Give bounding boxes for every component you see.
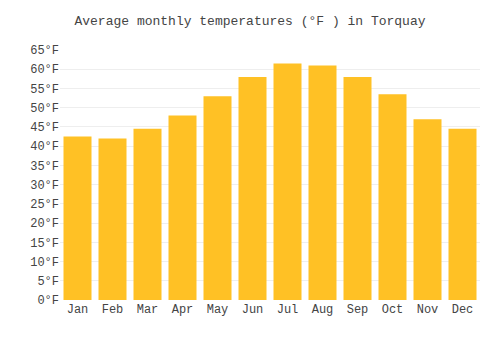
svg-text:May: May xyxy=(207,303,229,317)
svg-text:60°F: 60°F xyxy=(30,63,59,77)
svg-text:40°F: 40°F xyxy=(30,140,59,154)
svg-text:Average monthly temperatures (: Average monthly temperatures (°F ) in To… xyxy=(74,14,425,29)
svg-text:25°F: 25°F xyxy=(30,198,59,212)
svg-text:Mar: Mar xyxy=(137,303,159,317)
svg-text:Aug: Aug xyxy=(312,303,334,317)
svg-text:65°F: 65°F xyxy=(30,44,59,58)
svg-text:5°F: 5°F xyxy=(37,275,59,289)
svg-text:0°F: 0°F xyxy=(37,294,59,308)
svg-text:Jul: Jul xyxy=(277,303,299,317)
svg-text:30°F: 30°F xyxy=(30,179,59,193)
svg-text:Dec: Dec xyxy=(452,303,474,317)
svg-text:Sep: Sep xyxy=(347,303,369,317)
svg-text:45°F: 45°F xyxy=(30,121,59,135)
svg-text:Jan: Jan xyxy=(67,303,89,317)
svg-text:Jun: Jun xyxy=(242,303,264,317)
svg-text:Oct: Oct xyxy=(382,303,404,317)
svg-text:20°F: 20°F xyxy=(30,217,59,231)
svg-text:15°F: 15°F xyxy=(30,237,59,251)
svg-text:35°F: 35°F xyxy=(30,160,59,174)
svg-text:10°F: 10°F xyxy=(30,256,59,270)
svg-text:Feb: Feb xyxy=(102,303,124,317)
svg-text:Apr: Apr xyxy=(172,303,194,317)
svg-text:50°F: 50°F xyxy=(30,102,59,116)
svg-text:Nov: Nov xyxy=(417,303,439,317)
svg-text:55°F: 55°F xyxy=(30,83,59,97)
